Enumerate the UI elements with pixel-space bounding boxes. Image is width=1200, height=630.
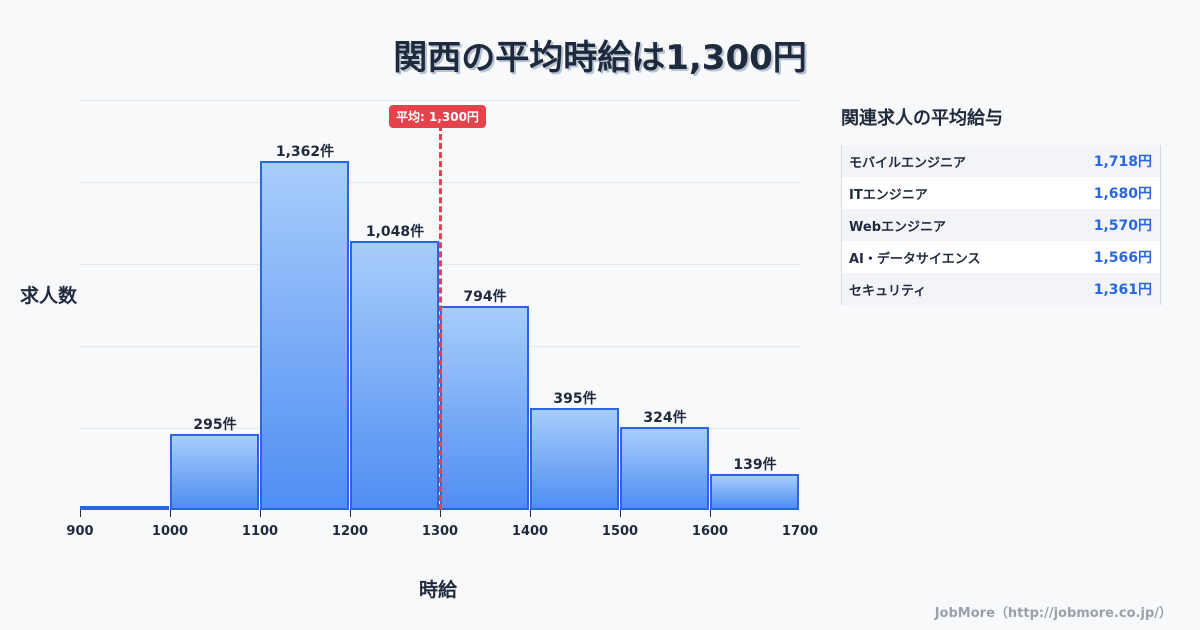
y-axis-label: 求人数 [20,285,78,307]
x-tick-label: 1100 [241,524,279,539]
job-salary: 1,570円 [1093,218,1152,234]
related-salary-title: 関連求人の平均給与 [841,108,1003,129]
x-axis-label: 時給 [419,579,458,601]
x-tick [350,510,351,517]
related-salary-row: AI・データサイエンス 1,566円 [842,241,1160,273]
x-tick-label: 1600 [691,524,729,539]
related-salary-row: Webエンジニア 1,570円 [842,209,1160,241]
x-tick-label: 900 [66,524,94,539]
bar-value-label: 1,362件 [275,144,335,160]
bar-1000-1100 [170,434,259,510]
page-title: 関西の平均時給は1,300円 [393,38,807,78]
bar-1100-1200 [260,161,349,510]
job-salary: 1,718円 [1093,154,1152,170]
average-badge: 平均: 1,300円 [389,105,486,128]
average-line [439,125,442,510]
bar-1500-1600 [620,427,709,510]
bar-1200-1300 [350,241,439,510]
job-name: Webエンジニア [849,219,946,235]
x-tick [620,510,621,517]
job-salary: 1,680円 [1093,186,1152,202]
job-salary: 1,361円 [1093,282,1152,298]
related-salary-row: ITエンジニア 1,680円 [842,177,1160,209]
bar-value-label: 139件 [733,457,777,473]
x-tick-label: 1400 [511,524,549,539]
x-tick [710,510,711,517]
histogram-plot: 295件 1,362件 1,048件 794件 395件 324件 139件 [80,100,800,510]
related-salary-table: モバイルエンジニア 1,718円 ITエンジニア 1,680円 Webエンジニア… [841,145,1161,305]
x-tick-label: 1300 [421,524,459,539]
bar-value-label: 395件 [553,391,597,407]
related-salary-row: モバイルエンジニア 1,718円 [842,145,1160,177]
bar-value-label: 324件 [643,410,687,426]
x-tick-label: 1500 [601,524,639,539]
job-salary: 1,566円 [1093,250,1152,266]
x-tick [170,510,171,517]
job-name: モバイルエンジニア [849,155,967,171]
job-name: AI・データサイエンス [849,251,981,267]
x-tick [530,510,531,517]
x-tick-label: 1200 [331,524,369,539]
x-tick-label: 1000 [151,524,189,539]
x-tick [80,510,81,517]
x-tick [440,510,441,517]
bar-value-label: 1,048件 [365,224,425,240]
related-salary-row: セキュリティ 1,361円 [842,273,1160,305]
x-tick-label: 1700 [781,524,819,539]
x-tick [260,510,261,517]
bar-value-label: 794件 [463,289,507,305]
bar-900-1000 [80,506,169,510]
source-credit: JobMore（http://jobmore.co.jp/） [934,606,1172,621]
job-name: セキュリティ [849,283,927,299]
bar-value-label: 295件 [193,417,237,433]
bar-1600-1700 [710,474,799,510]
bar-1400-1500 [530,408,619,510]
bar-1300-1400 [440,306,529,510]
job-name: ITエンジニア [849,187,928,203]
gridline [80,100,800,101]
